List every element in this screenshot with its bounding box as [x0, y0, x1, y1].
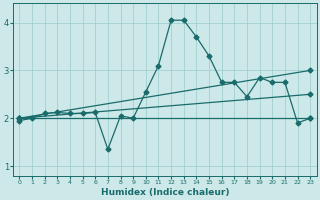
X-axis label: Humidex (Indice chaleur): Humidex (Indice chaleur): [100, 188, 229, 197]
